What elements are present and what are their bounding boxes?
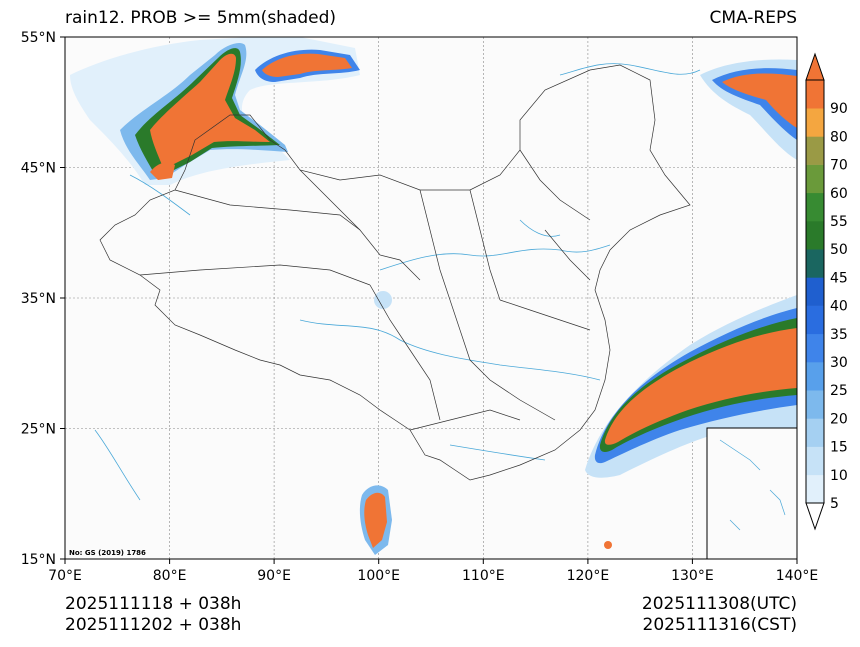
colorbar-label: 50 [830,242,848,258]
colorbar-bin [806,164,824,194]
lat-label: 25°N [21,422,56,438]
latitude-labels: 55°N 45°N 35°N 25°N 15°N [21,30,56,568]
rain-area-south [359,291,612,555]
colorbar: 5 10 15 20 25 30 35 40 45 50 55 60 70 80 90 [805,52,848,531]
colorbar-bin [806,305,824,335]
lon-label: 140°E [776,568,819,584]
south-china-sea-inset [706,427,797,559]
colorbar-label: 70 [830,158,848,174]
lon-label: 70°E [48,568,82,584]
lat-label: 15°N [21,552,56,568]
colorbar-bin [806,362,824,391]
colorbar-bin [806,418,824,447]
rain-area-east-china-sea [585,295,797,478]
lon-label: 90°E [257,568,291,584]
colorbar-label: 20 [830,411,848,427]
colorbar-bin [806,333,824,363]
rain-area-northeast [700,59,797,160]
rain-area-northwest [70,37,360,185]
lat-label: 45°N [21,161,56,177]
china-outline [99,64,691,481]
colorbar-bin [806,108,824,137]
approval-number: No: GS (2019) 1786 [69,549,146,557]
colorbar-bin [806,249,824,278]
colorbar-label: 10 [830,468,848,484]
colorbar-label: 90 [830,101,848,117]
colorbar-extend-low [805,502,825,531]
valid-time-utc: 2025111308(UTC) [641,594,797,614]
init-time-block: 2025111118 + 038h 2025111202 + 038h [65,594,241,636]
lat-label: 55°N [21,30,56,46]
colorbar-bin [806,474,824,504]
colorbar-label: 25 [830,383,848,399]
init-time-utc: 2025111118 + 038h [65,594,242,614]
colorbar-outline [805,79,825,504]
colorbar-label: 5 [830,496,839,512]
lon-label: 100°E [357,568,400,584]
lat-label: 35°N [21,291,56,307]
colorbar-label: 60 [830,186,848,202]
lon-label: 130°E [671,568,714,584]
colorbar-label: 55 [830,214,848,230]
lon-label: 110°E [462,568,505,584]
colorbar-bin [806,446,824,476]
lon-label: 120°E [567,568,610,584]
colorbar-bin [806,192,824,222]
colorbar-bin [806,80,824,109]
colorbar-label: 40 [830,299,848,315]
model-name: CMA-REPS [709,8,797,28]
colorbar-label: 30 [830,355,848,371]
colorbar-bin [806,390,824,419]
lon-label: 80°E [153,568,187,584]
longitude-labels: 70°E 80°E 90°E 100°E 110°E 120°E 130°E 1… [48,568,818,584]
colorbar-bin [806,277,824,306]
boundaries [99,64,691,481]
init-time-cst: 2025111202 + 038h [65,615,242,635]
rivers [94,63,701,501]
colorbar-bin [806,221,824,250]
colorbar-extend-high [805,52,825,81]
colorbar-label: 35 [830,327,848,343]
valid-time-cst: 2025111316(CST) [642,615,797,635]
colorbar-label: 15 [830,440,848,456]
tick-marks [60,36,798,564]
colorbar-label: 80 [830,129,848,145]
map-title: rain12. PROB >= 5mm(shaded) [65,8,337,28]
inset-islands [719,439,786,531]
colorbar-label: 45 [830,270,848,286]
colorbar-bin [806,136,824,165]
valid-time-block: 2025111308(UTC) 2025111316(CST) [642,594,797,636]
